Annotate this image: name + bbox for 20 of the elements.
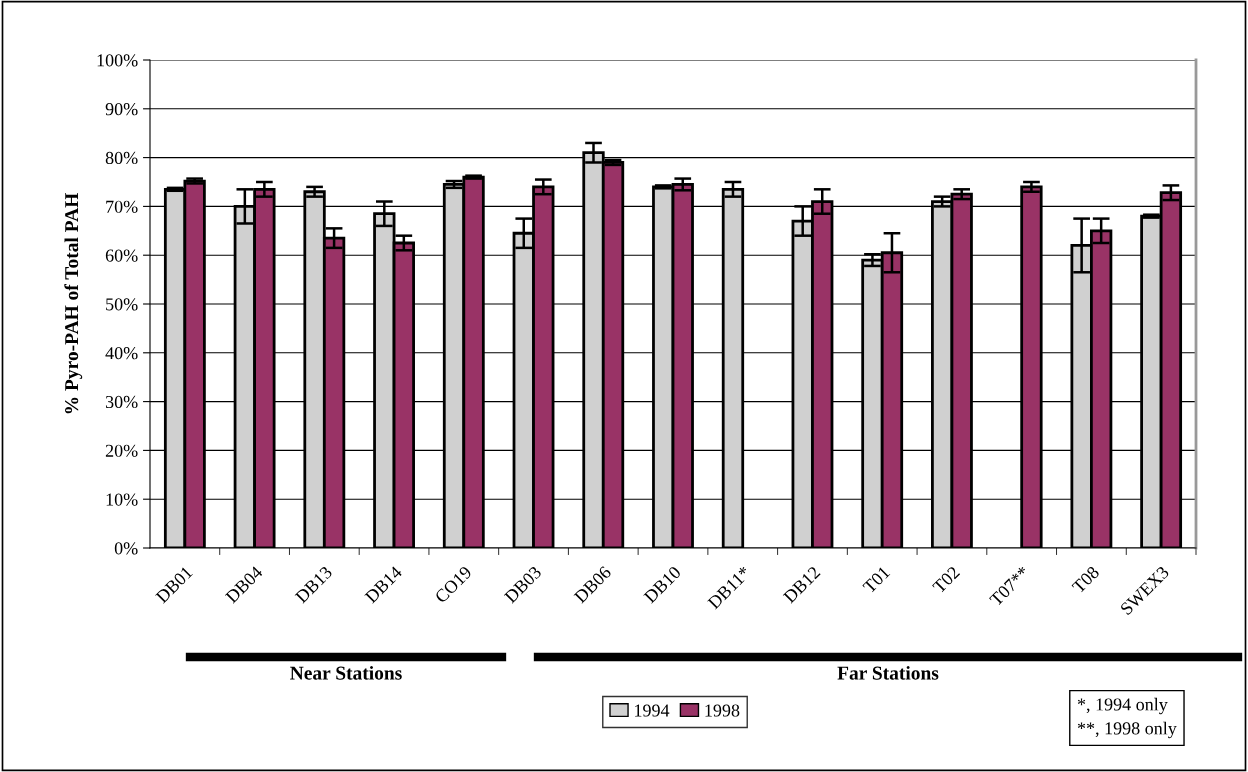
y-tick-label: 80% [105, 151, 138, 165]
y-tick-label: 90% [105, 103, 138, 116]
text: *, 1994 only **, 1998 only [1077, 697, 1177, 739]
y-tick-label: 0% [114, 542, 138, 555]
y-axis-title: % Pyro-PAH of Total PAH [64, 193, 83, 414]
text: Near Stations [290, 666, 402, 680]
y-tick-label: 100% [97, 54, 138, 67]
y-tick-label: 40% [105, 347, 138, 360]
x-tick-label: T08 [1071, 565, 1100, 594]
y-tick-label: 20% [105, 444, 138, 457]
y-tick-label: 50% [106, 298, 138, 311]
x-tick-label: T01 [862, 565, 891, 594]
text: Far Stations [837, 666, 939, 680]
y-tick-label: 30% [105, 395, 138, 409]
y-tick-label: 70% [106, 200, 138, 213]
legend-label: 1998 [705, 704, 740, 717]
legend-label: 1994 [635, 704, 670, 717]
y-tick-label: 60% [105, 249, 138, 262]
x-tick-label: T02 [931, 565, 961, 594]
y-tick-label: 10% [106, 493, 138, 506]
